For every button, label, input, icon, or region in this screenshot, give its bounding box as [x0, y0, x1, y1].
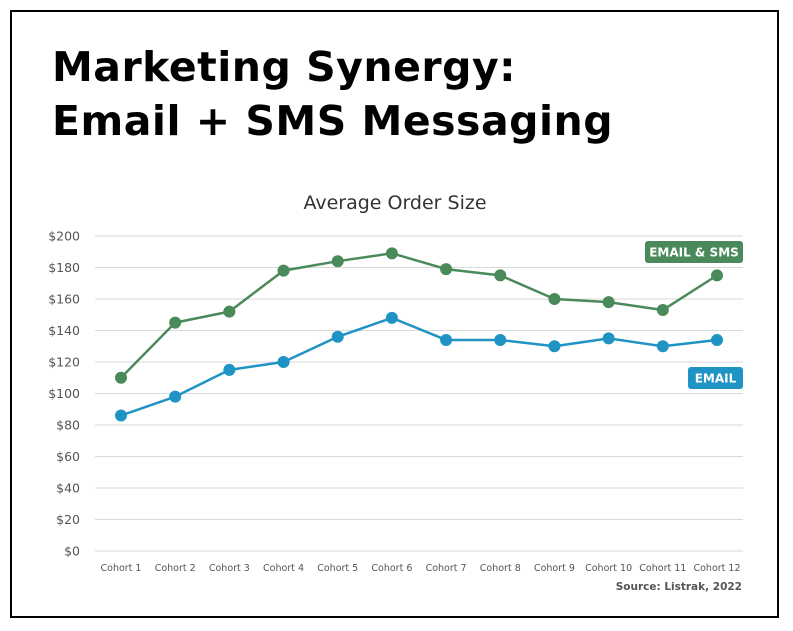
x-axis-ticks: Cohort 1 Cohort 2 Cohort 3 Cohort 4 Cohort 5… — [101, 563, 741, 574]
data-point — [115, 371, 127, 384]
data-point — [331, 255, 344, 268]
y-tick-label: $20 — [56, 512, 80, 527]
data-point — [115, 409, 127, 422]
y-tick-label: $40 — [56, 481, 80, 496]
data-point — [656, 304, 669, 317]
badge-label: EMAIL — [695, 372, 737, 386]
x-tick-label: Cohort 5 — [317, 563, 358, 574]
gridlines — [95, 235, 743, 552]
y-tick-label: $200 — [48, 229, 80, 244]
data-point — [277, 356, 290, 368]
series-layer — [115, 247, 723, 422]
headline-line-2: Email + SMS Messaging — [52, 97, 614, 145]
y-tick-label: $100 — [48, 386, 80, 401]
x-tick-label: Cohort 10 — [585, 563, 632, 574]
data-point — [169, 316, 182, 329]
chart-title: Average Order Size — [303, 192, 486, 214]
data-point — [440, 333, 453, 346]
y-tick-label: $120 — [48, 355, 80, 370]
series-line — [120, 252, 718, 379]
data-point — [223, 305, 236, 318]
data-point — [656, 340, 669, 353]
x-tick-label: Cohort 9 — [534, 563, 575, 574]
data-point — [385, 311, 398, 324]
x-tick-label: Cohort 6 — [371, 563, 412, 574]
badge-background — [688, 367, 743, 389]
data-point — [711, 333, 723, 346]
headline-line-1: Marketing Synergy: — [52, 43, 517, 91]
x-tick-label: Cohort 4 — [263, 563, 304, 574]
x-tick-label: Cohort 1 — [101, 563, 142, 574]
y-tick-label: $60 — [56, 449, 80, 464]
series-email-sms — [115, 247, 723, 384]
series-label-badge: EMAIL & SMS — [645, 241, 743, 263]
data-point — [223, 363, 236, 376]
source-note: Source: Listrak, 2022 — [616, 581, 742, 593]
data-point — [711, 269, 723, 282]
data-point — [440, 263, 453, 276]
data-point — [331, 330, 344, 343]
data-point — [602, 296, 615, 309]
data-point — [277, 264, 290, 277]
series-email — [115, 311, 723, 422]
x-tick-label: Cohort 8 — [480, 563, 521, 574]
y-axis-ticks: $0 $20 $40 $60 $80 $100 $120 $140 $160 $180 $200 — [48, 229, 80, 559]
data-point — [494, 269, 507, 282]
badge-background — [645, 241, 743, 263]
data-point — [548, 293, 561, 305]
data-point — [548, 340, 561, 353]
data-point — [494, 333, 507, 346]
x-tick-label: Cohort 12 — [693, 563, 740, 574]
figure-frame — [10, 10, 779, 618]
x-tick-label: Cohort 3 — [209, 563, 250, 574]
y-tick-label: $0 — [64, 544, 80, 559]
y-tick-label: $180 — [48, 260, 80, 275]
y-tick-label: $160 — [48, 292, 80, 307]
series-line — [120, 316, 718, 417]
y-tick-label: $140 — [48, 323, 80, 338]
x-tick-label: Cohort 7 — [426, 563, 467, 574]
headline: Marketing Synergy: Email + SMS Messaging — [52, 40, 613, 148]
data-point — [169, 390, 182, 403]
x-tick-label: Cohort 2 — [155, 563, 196, 574]
x-tick-label: Cohort 11 — [639, 563, 686, 574]
y-tick-label: $80 — [56, 418, 80, 433]
data-point — [602, 332, 615, 345]
series-labels: EMAIL & SMS EMAIL — [645, 241, 743, 389]
data-point — [385, 247, 398, 260]
badge-label: EMAIL & SMS — [649, 246, 739, 260]
series-label-badge: EMAIL — [688, 367, 743, 389]
